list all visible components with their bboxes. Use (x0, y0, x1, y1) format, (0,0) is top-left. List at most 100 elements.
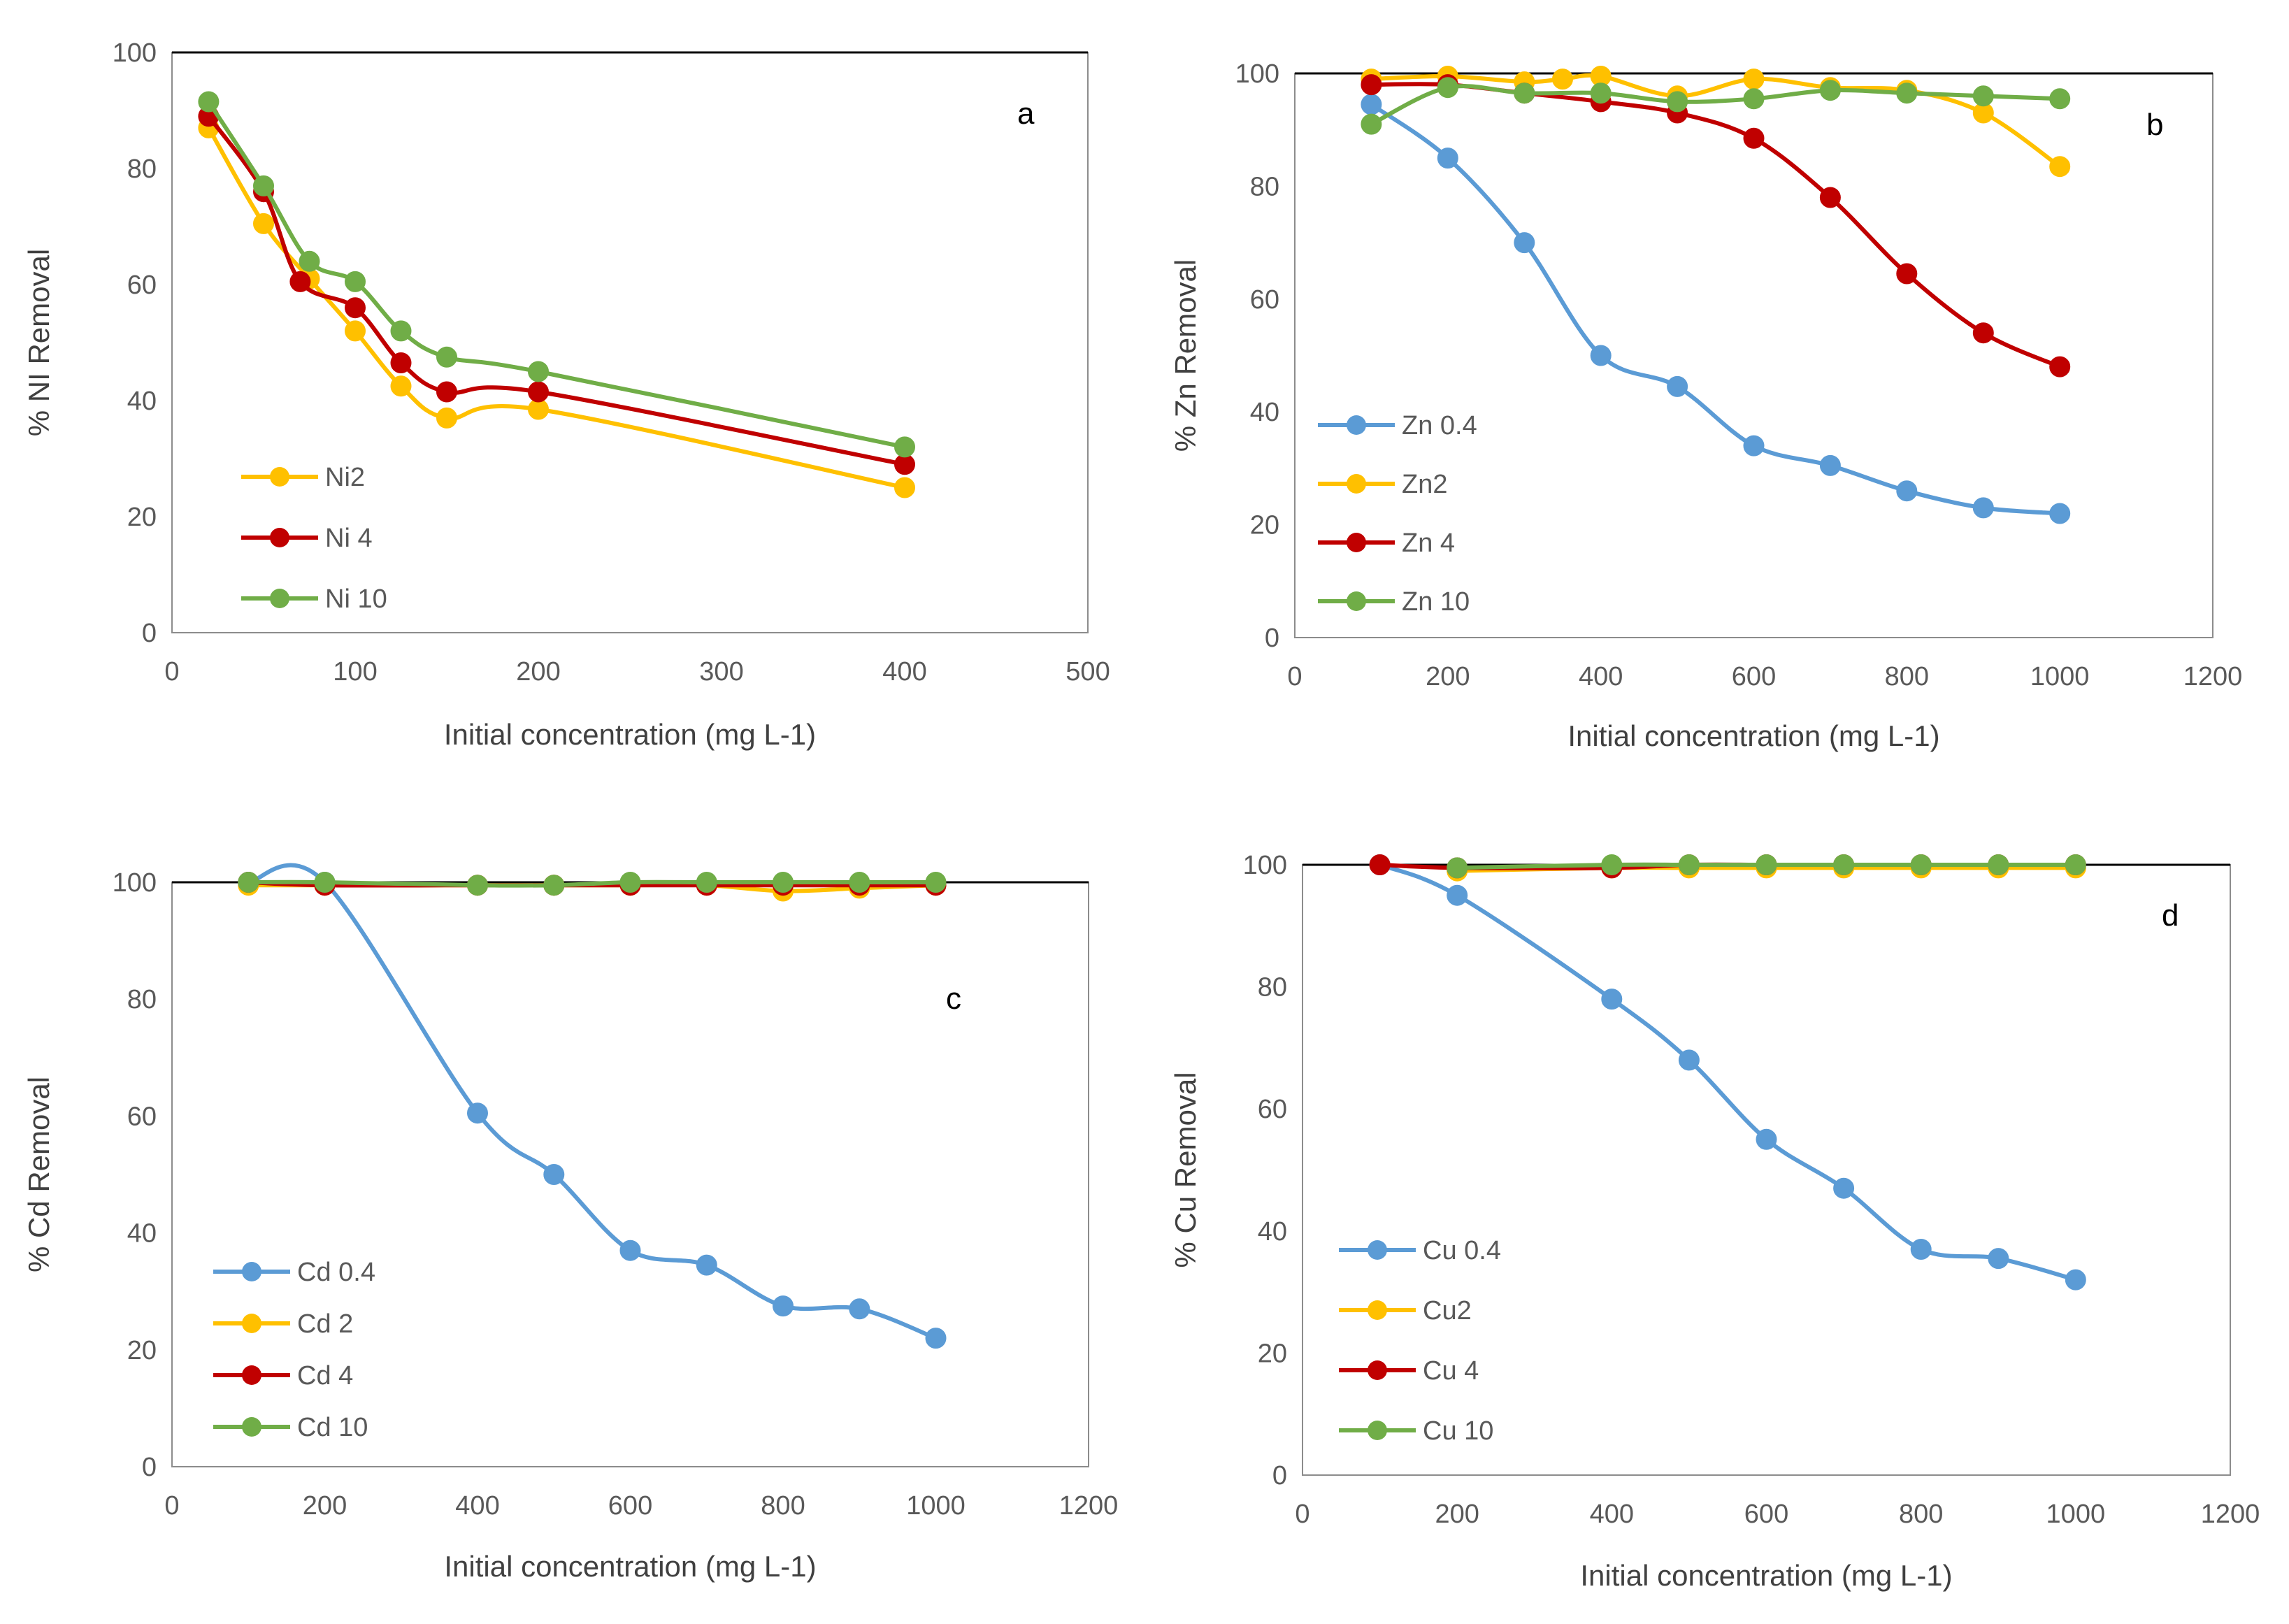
chart-a-series-1-point (528, 381, 549, 403)
chart-d-legend-item-marker (1368, 1240, 1387, 1260)
chart-b-ytick-label: 0 (1265, 624, 1279, 653)
chart-panel-d: % Cu Removal Initial concentration (mg L… (1169, 851, 2260, 1592)
chart-a-xtick-label: 300 (699, 657, 743, 687)
chart-c-series-0-line (246, 863, 938, 1341)
chart-d-legend-item-marker (1368, 1360, 1387, 1380)
chart-b-legend-item-label: Zn 0.4 (1402, 411, 1477, 440)
chart-d-legend-item-label: Cu 4 (1423, 1356, 1479, 1386)
chart-d-legend-item-marker (1368, 1421, 1387, 1440)
chart-b-series-0-point (1819, 454, 1841, 476)
chart-d-series-0-point (1910, 1239, 1932, 1260)
chart-c-series-0-point (619, 1239, 641, 1261)
chart-c-series-3-point (849, 872, 870, 893)
chart-c-series-3-point (619, 872, 641, 893)
chart-d-series-3-point (1833, 854, 1855, 875)
chart-panel-a: % NI Removal Initial concentration (mg L… (22, 38, 1110, 751)
chart-b-legend-item-marker (1347, 415, 1366, 435)
chart-b-series-2-point (1361, 74, 1382, 96)
chart-d-series-0-point (1756, 1128, 1777, 1150)
chart-b-series-3-point (1743, 88, 1765, 110)
chart-d-ytick-label: 100 (1243, 851, 1287, 880)
chart-b-series-1-point (2049, 156, 2071, 178)
chart-d-legend-item-label: Cu2 (1423, 1296, 1472, 1325)
chart-c-legend-item-marker (242, 1314, 261, 1333)
chart-a-series-2-point (894, 436, 915, 458)
chart-d-panel-label: d (2162, 898, 2179, 933)
chart-b-series-0-point (1590, 345, 1612, 366)
chart-a-series-0-point (528, 398, 549, 420)
chart-c-xtick-label: 1200 (1059, 1491, 1119, 1521)
chart-b-series-0-point (1896, 480, 1918, 502)
chart-a-ylabel: % NI Removal (22, 249, 55, 436)
chart-c-series-0-point (696, 1254, 717, 1276)
chart-b-series-2-point (1896, 263, 1918, 285)
chart-b-xtick-label: 0 (1287, 662, 1302, 691)
chart-a-xlabel: Initial concentration (mg L-1) (444, 718, 816, 751)
chart-d-series-3-point (1678, 854, 1700, 875)
chart-c-xtick-label: 1000 (906, 1491, 966, 1521)
chart-b-ylabel: % Zn Removal (1169, 259, 1202, 452)
chart-a-legend-item-marker (270, 528, 289, 547)
chart-c-legend-item-label: Cd 0.4 (297, 1258, 375, 1287)
chart-b-series-3-point (1514, 82, 1535, 104)
chart-b-legend-item-label: Zn 10 (1402, 587, 1470, 617)
chart-b-series-0-point (1437, 148, 1458, 169)
chart-a-xtick-label: 200 (516, 657, 560, 687)
chart-c-series-3-point (543, 875, 565, 896)
chart-c-series-3-point (238, 872, 259, 893)
chart-d-series-0-line (1377, 863, 2078, 1282)
chart-c-legend-item-label: Cd 10 (297, 1413, 368, 1442)
chart-a-ytick-label: 100 (113, 38, 157, 68)
chart-d-series-3-point (1756, 854, 1777, 875)
chart-a-series-0-point (894, 477, 915, 498)
chart-c-ytick-label: 0 (142, 1453, 157, 1482)
chart-a-series-2-point (528, 361, 549, 382)
chart-a-series-1-point (894, 454, 915, 475)
chart-a-legend-item-label: Ni 10 (325, 584, 387, 614)
chart-c-xtick-label: 200 (303, 1491, 347, 1521)
chart-d-series-0-point (1988, 1248, 2009, 1270)
chart-d-series-0-point (1678, 1049, 1700, 1071)
chart-b-legend-item-marker (1347, 533, 1366, 552)
chart-b-series-0-point (2049, 503, 2071, 524)
chart-a-ytick-label: 40 (127, 387, 157, 416)
chart-a-series-0-point (345, 320, 366, 342)
chart-b-series-0-line (1369, 102, 2062, 516)
chart-a-legend-item-marker (270, 589, 289, 608)
chart-c-ylabel: % Cd Removal (22, 1077, 55, 1272)
chart-d-series-0-point (1447, 884, 1468, 906)
chart-b-series-3-point (1667, 91, 1688, 113)
chart-b-series-0-point (1972, 497, 1994, 519)
chart-c-xtick-label: 0 (164, 1491, 179, 1521)
chart-a-series-1-point (289, 271, 311, 292)
chart-b-series-0-point (1743, 435, 1765, 457)
chart-d-series-3-point (1988, 854, 2009, 875)
chart-a-series-2-point (198, 91, 220, 113)
chart-c-series-0-point (467, 1102, 488, 1124)
chart-c-series-0-point (773, 1295, 794, 1317)
chart-b-ytick-label: 60 (1250, 285, 1279, 315)
chart-d-series-0-point (1833, 1177, 1855, 1199)
chart-a-series-2-point (436, 346, 457, 368)
chart-b-series-3-point (2049, 88, 2071, 110)
chart-c-ytick-label: 100 (113, 868, 157, 898)
chart-a-series-2-point (345, 271, 366, 292)
chart-b-ytick-label: 80 (1250, 172, 1279, 201)
chart-b-series-1-point (1552, 69, 1573, 90)
chart-b-series-0-point (1667, 375, 1688, 397)
chart-b-xtick-label: 400 (1579, 662, 1623, 691)
chart-c-series-0-point (849, 1298, 870, 1320)
chart-c-legend-item-marker (242, 1262, 261, 1281)
chart-b-series-0-point (1514, 232, 1535, 254)
chart-a-series-0-point (436, 407, 457, 429)
chart-d-legend-item-marker (1368, 1300, 1387, 1320)
chart-a-xtick-label: 0 (164, 657, 179, 687)
chart-a-xtick-label: 400 (882, 657, 926, 687)
chart-c-legend-item-marker (242, 1365, 261, 1385)
chart-c-ytick-label: 40 (127, 1219, 157, 1249)
chart-b-series-1-point (1743, 69, 1765, 90)
chart-c-legend-item-label: Cd 4 (297, 1361, 353, 1391)
chart-c-series-3-point (696, 872, 717, 893)
chart-b-xlabel: Initial concentration (mg L-1) (1567, 719, 1939, 752)
